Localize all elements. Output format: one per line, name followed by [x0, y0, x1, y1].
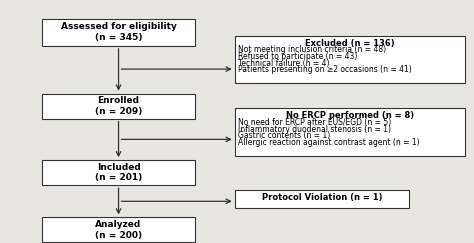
FancyBboxPatch shape — [42, 160, 195, 185]
Text: Refused to participate (n = 43): Refused to participate (n = 43) — [238, 52, 358, 61]
Text: Not meeting inclusion criteria (n = 48): Not meeting inclusion criteria (n = 48) — [238, 45, 386, 54]
Text: Patients presenting on ≥2 occasions (n = 41): Patients presenting on ≥2 occasions (n =… — [238, 65, 412, 74]
Text: Allergic reaction against contrast agent (n = 1): Allergic reaction against contrast agent… — [238, 138, 420, 147]
Text: Included
(n = 201): Included (n = 201) — [95, 163, 142, 182]
Text: No need for ERCP after EUS/EGD (n = 5): No need for ERCP after EUS/EGD (n = 5) — [238, 118, 392, 127]
FancyBboxPatch shape — [42, 217, 195, 242]
Text: Technical failure (n = 4): Technical failure (n = 4) — [238, 59, 330, 68]
Text: Analyzed
(n = 200): Analyzed (n = 200) — [95, 220, 142, 240]
FancyBboxPatch shape — [235, 108, 465, 156]
Text: Assessed for eligibility
(n = 345): Assessed for eligibility (n = 345) — [61, 23, 176, 42]
Text: Gastric contents (n = 1): Gastric contents (n = 1) — [238, 131, 331, 140]
Text: Protocol Violation (n = 1): Protocol Violation (n = 1) — [262, 193, 382, 202]
FancyBboxPatch shape — [235, 190, 409, 208]
Text: Inflammatory duodenal stenosis (n = 1): Inflammatory duodenal stenosis (n = 1) — [238, 125, 392, 134]
FancyBboxPatch shape — [42, 94, 195, 119]
Text: Enrolled
(n = 209): Enrolled (n = 209) — [95, 96, 142, 116]
FancyBboxPatch shape — [42, 18, 195, 46]
FancyBboxPatch shape — [235, 36, 465, 83]
Text: Excluded (n = 136): Excluded (n = 136) — [305, 39, 394, 48]
Text: No ERCP performed (n = 8): No ERCP performed (n = 8) — [285, 111, 414, 120]
